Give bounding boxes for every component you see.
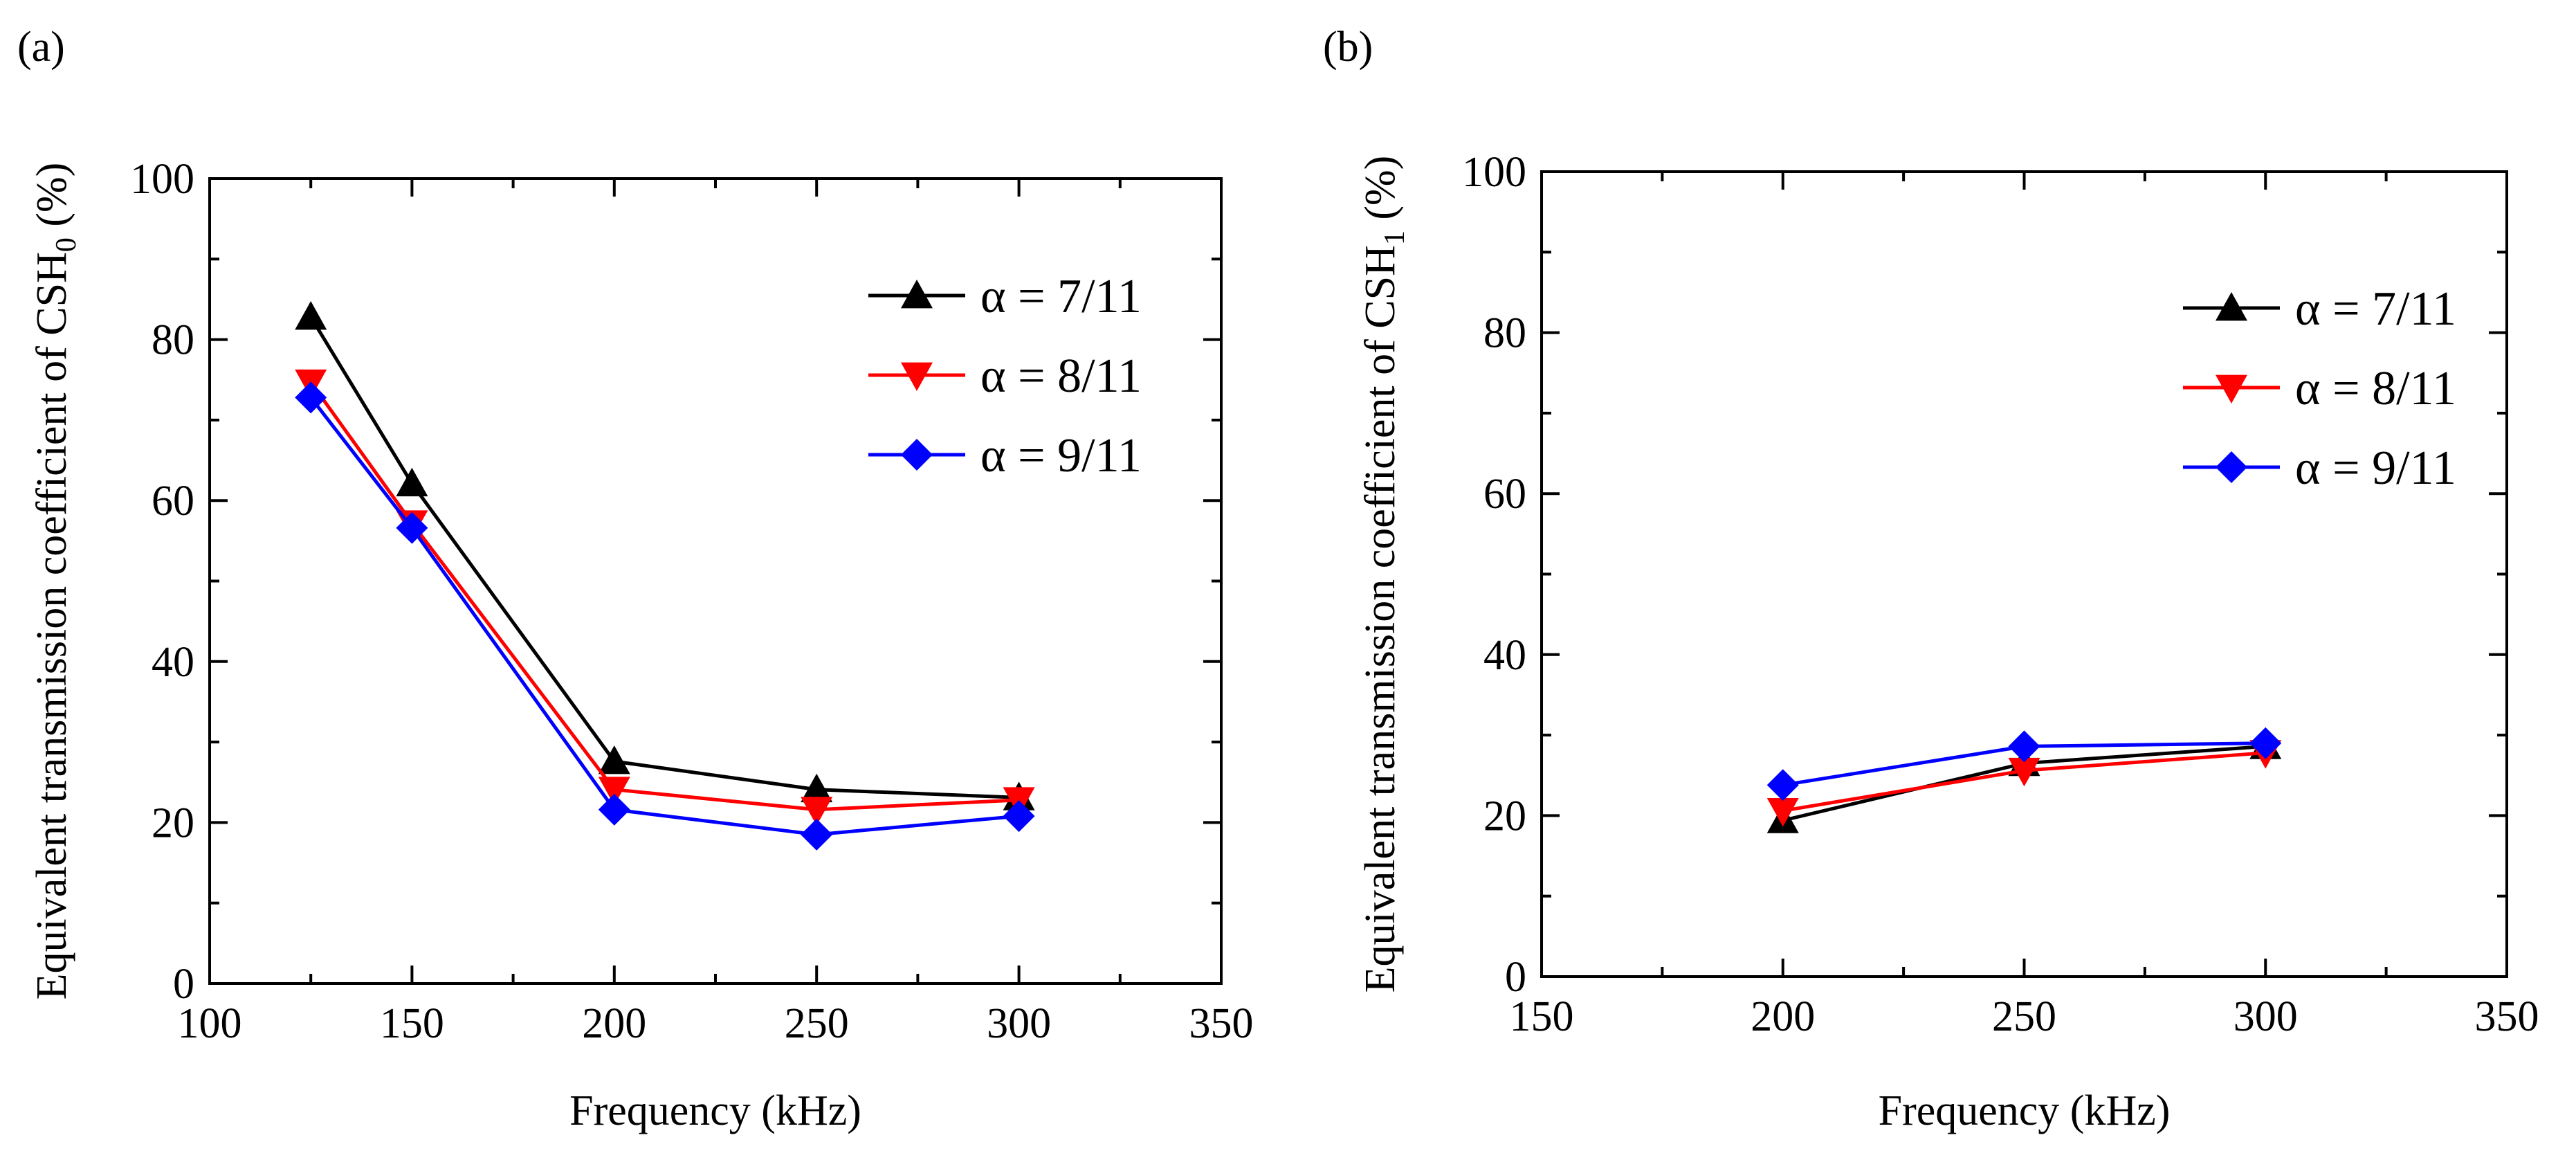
y-tick-label: 100	[130, 156, 194, 203]
data-point	[295, 381, 327, 414]
y-tick-label: 40	[152, 639, 194, 686]
data-point	[1766, 769, 1799, 801]
data-point	[1003, 800, 1035, 833]
data-point	[801, 818, 833, 851]
data-point	[1766, 798, 1799, 827]
data-point	[396, 467, 428, 497]
legend-label: α = 9/11	[2295, 442, 2456, 495]
legend: α = 7/11 α = 8/11 α = 9/11	[2183, 282, 2456, 495]
x-tick-label: 250	[785, 1000, 849, 1047]
data-point	[598, 745, 630, 774]
chart-panel-a: (a) 100 150 200 250 300 350 0 20 40 60 80 100 Frequen…	[17, 24, 1254, 1134]
chart-panel-b: (b) 150 200 250 300 350 0 20 40 60 80 100 Frequency …	[1323, 24, 2539, 1134]
data-point	[2008, 730, 2040, 763]
y-tick-label: 20	[152, 799, 194, 846]
data-point	[801, 797, 833, 826]
x-tick-label: 350	[2475, 993, 2539, 1040]
series-2	[295, 369, 1035, 826]
y-tick-label: 40	[1483, 632, 1526, 679]
data-point	[295, 301, 327, 330]
legend-label: α = 9/11	[980, 429, 1142, 482]
y-tick-label: 60	[1483, 471, 1526, 518]
series-3	[295, 381, 1035, 851]
y-tick-label: 60	[152, 478, 194, 525]
legend-marker	[2216, 374, 2247, 404]
legend-label: α = 7/11	[980, 270, 1142, 323]
data-point	[2008, 757, 2040, 787]
legend-marker	[901, 362, 933, 391]
x-tick-label: 300	[2234, 993, 2298, 1040]
x-axis-title: Frequency (kHz)	[1879, 1087, 2171, 1134]
panel-label: (a)	[17, 24, 65, 71]
data-point	[396, 511, 428, 544]
x-tick-label: 350	[1189, 1000, 1254, 1047]
y-tick-label: 80	[152, 317, 194, 364]
data-point	[598, 793, 630, 826]
y-tick-label: 20	[1483, 792, 1526, 840]
legend-marker	[901, 439, 933, 471]
x-tick-label: 200	[1751, 993, 1815, 1040]
x-tick-label: 200	[582, 1000, 646, 1047]
legend-label: α = 8/11	[2295, 362, 2456, 415]
series-3	[1766, 727, 2282, 801]
x-tick-label: 100	[178, 1000, 242, 1047]
x-tick-label: 250	[1992, 993, 2056, 1040]
y-tick-label: 100	[1462, 149, 1526, 196]
data-point	[2249, 727, 2282, 759]
x-tick-label: 150	[380, 1000, 444, 1047]
legend: α = 7/11 α = 8/11 α = 9/11	[868, 270, 1142, 482]
legend-marker	[2216, 292, 2247, 321]
y-axis-title: Equivalent transmission coefficient of C…	[28, 163, 82, 1000]
x-tick-label: 300	[987, 1000, 1051, 1047]
series-line	[309, 316, 1019, 799]
y-tick-label: 80	[1483, 310, 1526, 357]
x-tick-label: 150	[1510, 993, 1574, 1040]
legend-label: α = 7/11	[2295, 282, 2456, 336]
x-axis-title: Frequency (kHz)	[569, 1087, 861, 1134]
legend-label: α = 8/11	[980, 350, 1142, 403]
y-axis-title: Equivalent transmission coefficient of C…	[1357, 156, 1411, 993]
legend-marker	[901, 280, 933, 309]
data-point	[801, 773, 833, 803]
y-tick-label: 0	[173, 961, 194, 1008]
legend-marker	[2216, 451, 2247, 483]
panel-label: (b)	[1323, 24, 1373, 71]
data-point	[598, 777, 630, 806]
y-tick-label: 0	[1505, 954, 1526, 1001]
